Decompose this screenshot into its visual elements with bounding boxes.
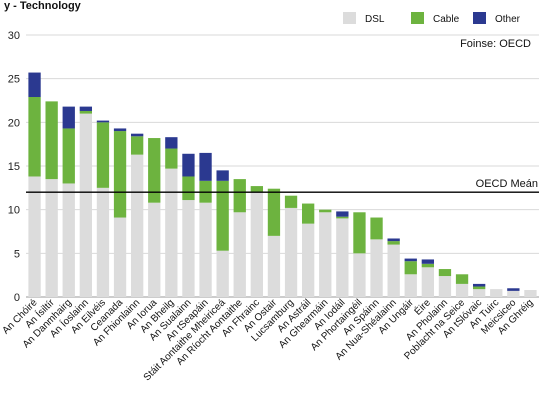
bar-segment-dsl	[130, 154, 144, 297]
bar-segment-dsl	[438, 276, 452, 297]
legend: DSL Cable Other	[343, 12, 521, 25]
bar-segment-other	[507, 288, 520, 291]
bar-segment-other	[336, 211, 349, 217]
bar-segment-cable	[182, 176, 195, 201]
bar-segment-cable	[62, 128, 75, 184]
bar-segment-cable	[165, 148, 178, 169]
bars	[28, 72, 537, 297]
bar-segment-dsl	[216, 250, 229, 297]
bar-segment-dsl	[336, 218, 349, 297]
bar-segment-cable	[336, 216, 349, 219]
bar-segment-other	[421, 259, 435, 264]
bar-segment-dsl	[199, 202, 212, 297]
source-note: Foinse: OECD	[460, 38, 531, 50]
y-tick-label: 0	[14, 292, 20, 304]
chart-title: y - Technology	[4, 0, 82, 12]
bar-segment-dsl	[165, 168, 178, 297]
bar-segment-other	[165, 137, 178, 149]
bar-segment-other	[404, 258, 417, 262]
bar-segment-dsl	[250, 192, 264, 297]
bar-segment-dsl	[45, 179, 58, 297]
bar-segment-cable	[250, 186, 264, 193]
legend-label-cable: Cable	[433, 14, 460, 25]
bar-segment-dsl	[284, 207, 298, 297]
bar-segment-dsl	[148, 202, 161, 297]
bar-segment-cable	[455, 274, 469, 284]
bar-segment-dsl	[96, 187, 110, 297]
bar-segment-dsl	[113, 217, 127, 297]
bar-segment-cable	[387, 241, 400, 245]
bar-segment-dsl	[182, 200, 195, 297]
legend-swatch-dsl	[343, 12, 356, 24]
bar-segment-cable	[421, 263, 435, 268]
bar-segment-cable	[284, 195, 298, 208]
gridlines	[26, 34, 539, 298]
bar-segment-cable	[79, 110, 93, 114]
legend-swatch-other	[473, 12, 486, 24]
legend-label-other: Other	[495, 14, 521, 25]
bar-segment-other	[387, 238, 400, 242]
bar-segment-cable	[28, 97, 41, 177]
reference-line-group: OECD Meán	[26, 178, 539, 193]
y-tick-label: 15	[8, 161, 20, 173]
bar-segment-dsl	[490, 289, 503, 297]
bar-segment-dsl	[267, 235, 281, 297]
bar-segment-cable	[148, 138, 161, 203]
bar-segment-cable	[438, 269, 452, 277]
y-tick-label: 20	[8, 117, 20, 129]
y-tick-label: 25	[8, 74, 20, 86]
bar-segment-cable	[301, 203, 315, 224]
y-tick-label: 10	[8, 205, 20, 217]
bar-segment-other	[472, 283, 486, 287]
bar-segment-dsl	[62, 183, 75, 297]
bar-segment-dsl	[472, 289, 486, 297]
bar-segment-cable	[319, 209, 332, 213]
bar-segment-cable	[370, 217, 383, 240]
bar-segment-dsl	[370, 239, 383, 297]
bar-segment-cable	[267, 188, 281, 236]
bar-segment-cable	[96, 122, 110, 188]
bar-segment-dsl	[79, 113, 93, 297]
bar-segment-cable	[472, 286, 486, 290]
bar-segment-cable	[216, 180, 229, 251]
bar-segment-cable	[233, 179, 246, 213]
y-axis: 0 5 10 15 20 25 30	[8, 30, 20, 304]
bar-segment-dsl	[301, 223, 315, 297]
bar-segment-other	[130, 133, 144, 137]
reference-line-label: OECD Meán	[476, 178, 538, 190]
bar-segment-other	[199, 152, 212, 181]
bar-segment-other	[79, 106, 93, 111]
bar-segment-other	[28, 72, 41, 98]
legend-swatch-cable	[411, 12, 424, 24]
bar-segment-other	[96, 120, 110, 123]
y-tick-label: 30	[8, 30, 20, 42]
bar-segment-other	[216, 170, 229, 181]
bar-segment-cable	[45, 101, 58, 180]
bar-segment-dsl	[233, 212, 246, 297]
bar-segment-cable	[404, 261, 417, 275]
bar-segment-cable	[130, 136, 144, 155]
bar-segment-other	[113, 128, 127, 132]
bar-segment-dsl	[421, 267, 435, 297]
bar-segment-cable	[353, 212, 366, 254]
bar-segment-dsl	[319, 212, 332, 297]
bar-segment-other	[62, 106, 75, 129]
bar-segment-dsl	[404, 274, 417, 297]
bar-segment-dsl	[507, 290, 520, 297]
bar-segment-other	[182, 153, 195, 177]
y-tick-label: 5	[14, 248, 20, 260]
legend-label-dsl: DSL	[365, 14, 385, 25]
bar-segment-dsl	[353, 253, 366, 297]
bar-segment-dsl	[28, 176, 41, 297]
bar-segment-dsl	[455, 283, 469, 297]
bar-segment-cable	[113, 131, 127, 218]
bar-segment-dsl	[524, 290, 537, 297]
bar-segment-dsl	[387, 244, 400, 297]
